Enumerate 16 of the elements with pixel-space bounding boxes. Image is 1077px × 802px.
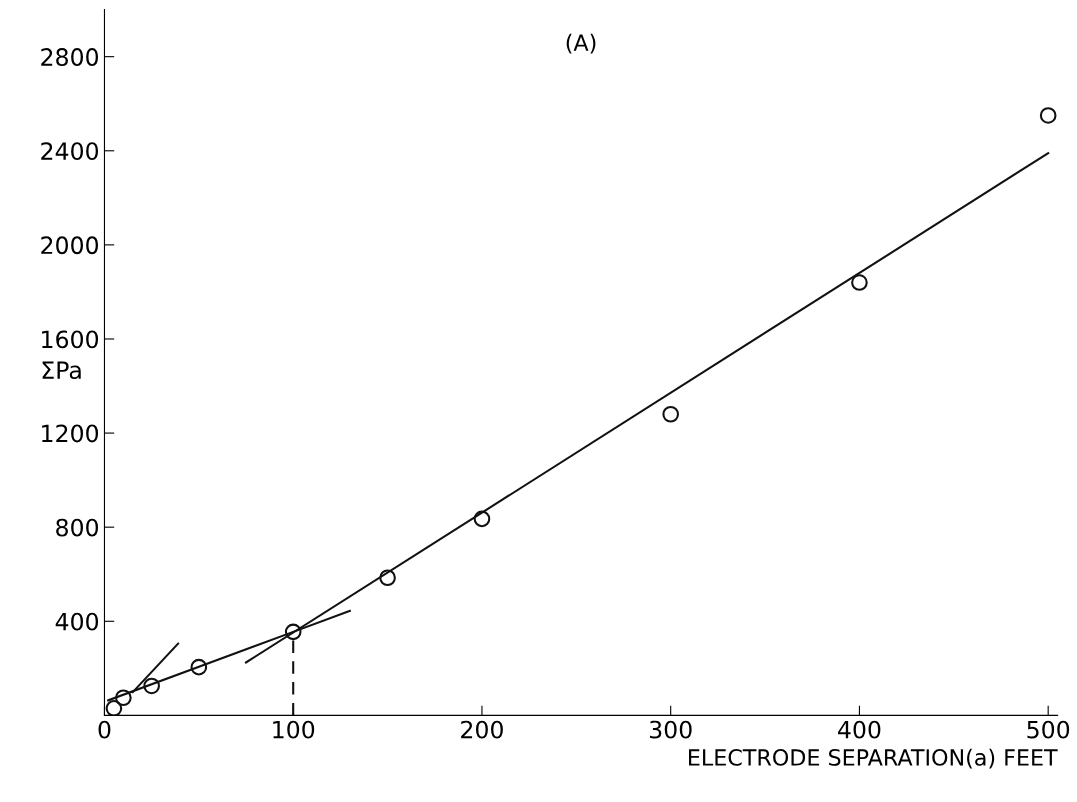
x-axis-title: ELECTRODE SEPARATION(a) FEET (689, 748, 1058, 769)
y-tick-label: 1600 (42, 330, 99, 349)
y-tick-label: 2400 (41, 142, 99, 161)
y-tick-label: 2800 (41, 48, 99, 66)
x-tick-label: 100 (273, 720, 315, 739)
y-tick-label: 400 (55, 612, 99, 631)
y-tick-label: 800 (56, 518, 99, 537)
x-tick-label: 200 (461, 720, 503, 739)
y-tick-label: 2000 (41, 236, 99, 255)
y-axis-title: ΣPa (42, 361, 81, 380)
x-tick-label: 0 (98, 720, 111, 739)
x-tick-label: 500 (1027, 720, 1070, 739)
y-tick-label: 1200 (42, 424, 99, 443)
x-tick-label: 400 (838, 720, 881, 739)
text: (A) (566, 33, 596, 54)
x-tick-label: 300 (649, 720, 692, 739)
